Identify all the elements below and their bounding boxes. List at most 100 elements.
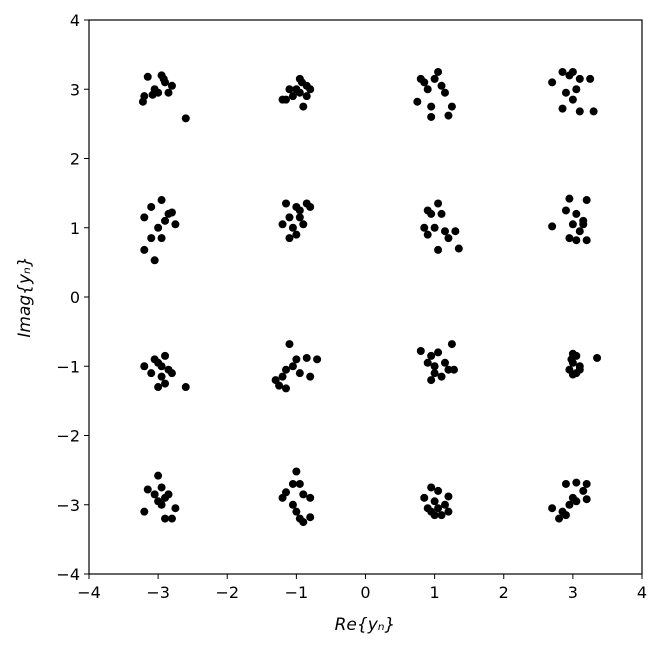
point bbox=[440, 358, 449, 367]
point bbox=[154, 383, 163, 392]
point bbox=[568, 370, 577, 379]
point bbox=[140, 507, 149, 516]
point bbox=[572, 497, 581, 506]
point bbox=[565, 234, 574, 243]
y-tick-label: 1 bbox=[70, 219, 80, 238]
point bbox=[427, 351, 436, 360]
point bbox=[167, 208, 176, 217]
point bbox=[561, 511, 570, 520]
point bbox=[558, 104, 567, 113]
point bbox=[440, 88, 449, 97]
point bbox=[161, 351, 170, 360]
point bbox=[434, 67, 443, 76]
point bbox=[271, 376, 280, 385]
point bbox=[181, 114, 190, 123]
point bbox=[444, 507, 453, 516]
point bbox=[288, 362, 297, 371]
x-tick-label: 2 bbox=[499, 583, 509, 602]
point bbox=[164, 88, 173, 97]
x-axis-label: Re{yₙ} bbox=[335, 615, 396, 635]
point bbox=[568, 95, 577, 104]
point bbox=[423, 358, 432, 367]
point bbox=[295, 369, 304, 378]
point bbox=[167, 369, 176, 378]
point bbox=[430, 369, 439, 378]
point bbox=[579, 486, 588, 495]
point bbox=[285, 234, 294, 243]
point bbox=[572, 85, 581, 94]
point bbox=[157, 372, 166, 381]
point bbox=[147, 369, 156, 378]
point bbox=[427, 102, 436, 111]
point bbox=[423, 85, 432, 94]
point bbox=[561, 88, 570, 97]
point bbox=[302, 92, 311, 101]
point bbox=[181, 383, 190, 392]
point bbox=[444, 111, 453, 120]
point bbox=[558, 67, 567, 76]
point bbox=[572, 209, 581, 218]
point bbox=[427, 112, 436, 121]
point bbox=[561, 206, 570, 215]
x-tick-label: 3 bbox=[568, 583, 578, 602]
point bbox=[589, 107, 598, 116]
y-tick-label: 0 bbox=[70, 288, 80, 307]
point bbox=[167, 81, 176, 90]
point bbox=[427, 209, 436, 218]
point bbox=[295, 213, 304, 222]
point bbox=[454, 244, 463, 253]
point bbox=[292, 230, 301, 239]
point bbox=[586, 74, 595, 83]
point bbox=[138, 97, 147, 106]
point bbox=[157, 234, 166, 243]
point bbox=[437, 209, 446, 218]
x-tick-label: 1 bbox=[430, 583, 440, 602]
point bbox=[430, 223, 439, 232]
point bbox=[285, 213, 294, 222]
point bbox=[437, 372, 446, 381]
point bbox=[306, 372, 315, 381]
y-tick-label: −2 bbox=[56, 427, 80, 446]
point bbox=[437, 81, 446, 90]
point bbox=[288, 500, 297, 509]
point bbox=[288, 92, 297, 101]
point bbox=[444, 492, 453, 501]
point bbox=[150, 256, 159, 265]
y-tick-label: −3 bbox=[56, 496, 80, 515]
point bbox=[565, 194, 574, 203]
point bbox=[430, 497, 439, 506]
point bbox=[299, 220, 308, 229]
point bbox=[313, 355, 322, 364]
point bbox=[147, 202, 156, 211]
point bbox=[161, 379, 170, 388]
point bbox=[285, 340, 294, 349]
point bbox=[140, 245, 149, 254]
point bbox=[430, 362, 439, 371]
point bbox=[579, 220, 588, 229]
point bbox=[295, 206, 304, 215]
point bbox=[292, 507, 301, 516]
point bbox=[147, 234, 156, 243]
point bbox=[167, 514, 176, 523]
point bbox=[164, 490, 173, 499]
point bbox=[282, 95, 291, 104]
point bbox=[434, 199, 443, 208]
point bbox=[154, 471, 163, 480]
point bbox=[148, 90, 157, 99]
point bbox=[157, 196, 166, 205]
point bbox=[434, 504, 443, 513]
point bbox=[299, 490, 308, 499]
point bbox=[288, 223, 297, 232]
point bbox=[427, 376, 436, 385]
y-tick-label: −1 bbox=[56, 357, 80, 376]
point bbox=[423, 230, 432, 239]
point bbox=[447, 102, 456, 111]
point bbox=[434, 486, 443, 495]
x-tick-label: −1 bbox=[285, 583, 309, 602]
point bbox=[171, 220, 180, 229]
point bbox=[285, 85, 294, 94]
point bbox=[447, 340, 456, 349]
point bbox=[295, 88, 304, 97]
point bbox=[278, 493, 287, 502]
point bbox=[157, 483, 166, 492]
